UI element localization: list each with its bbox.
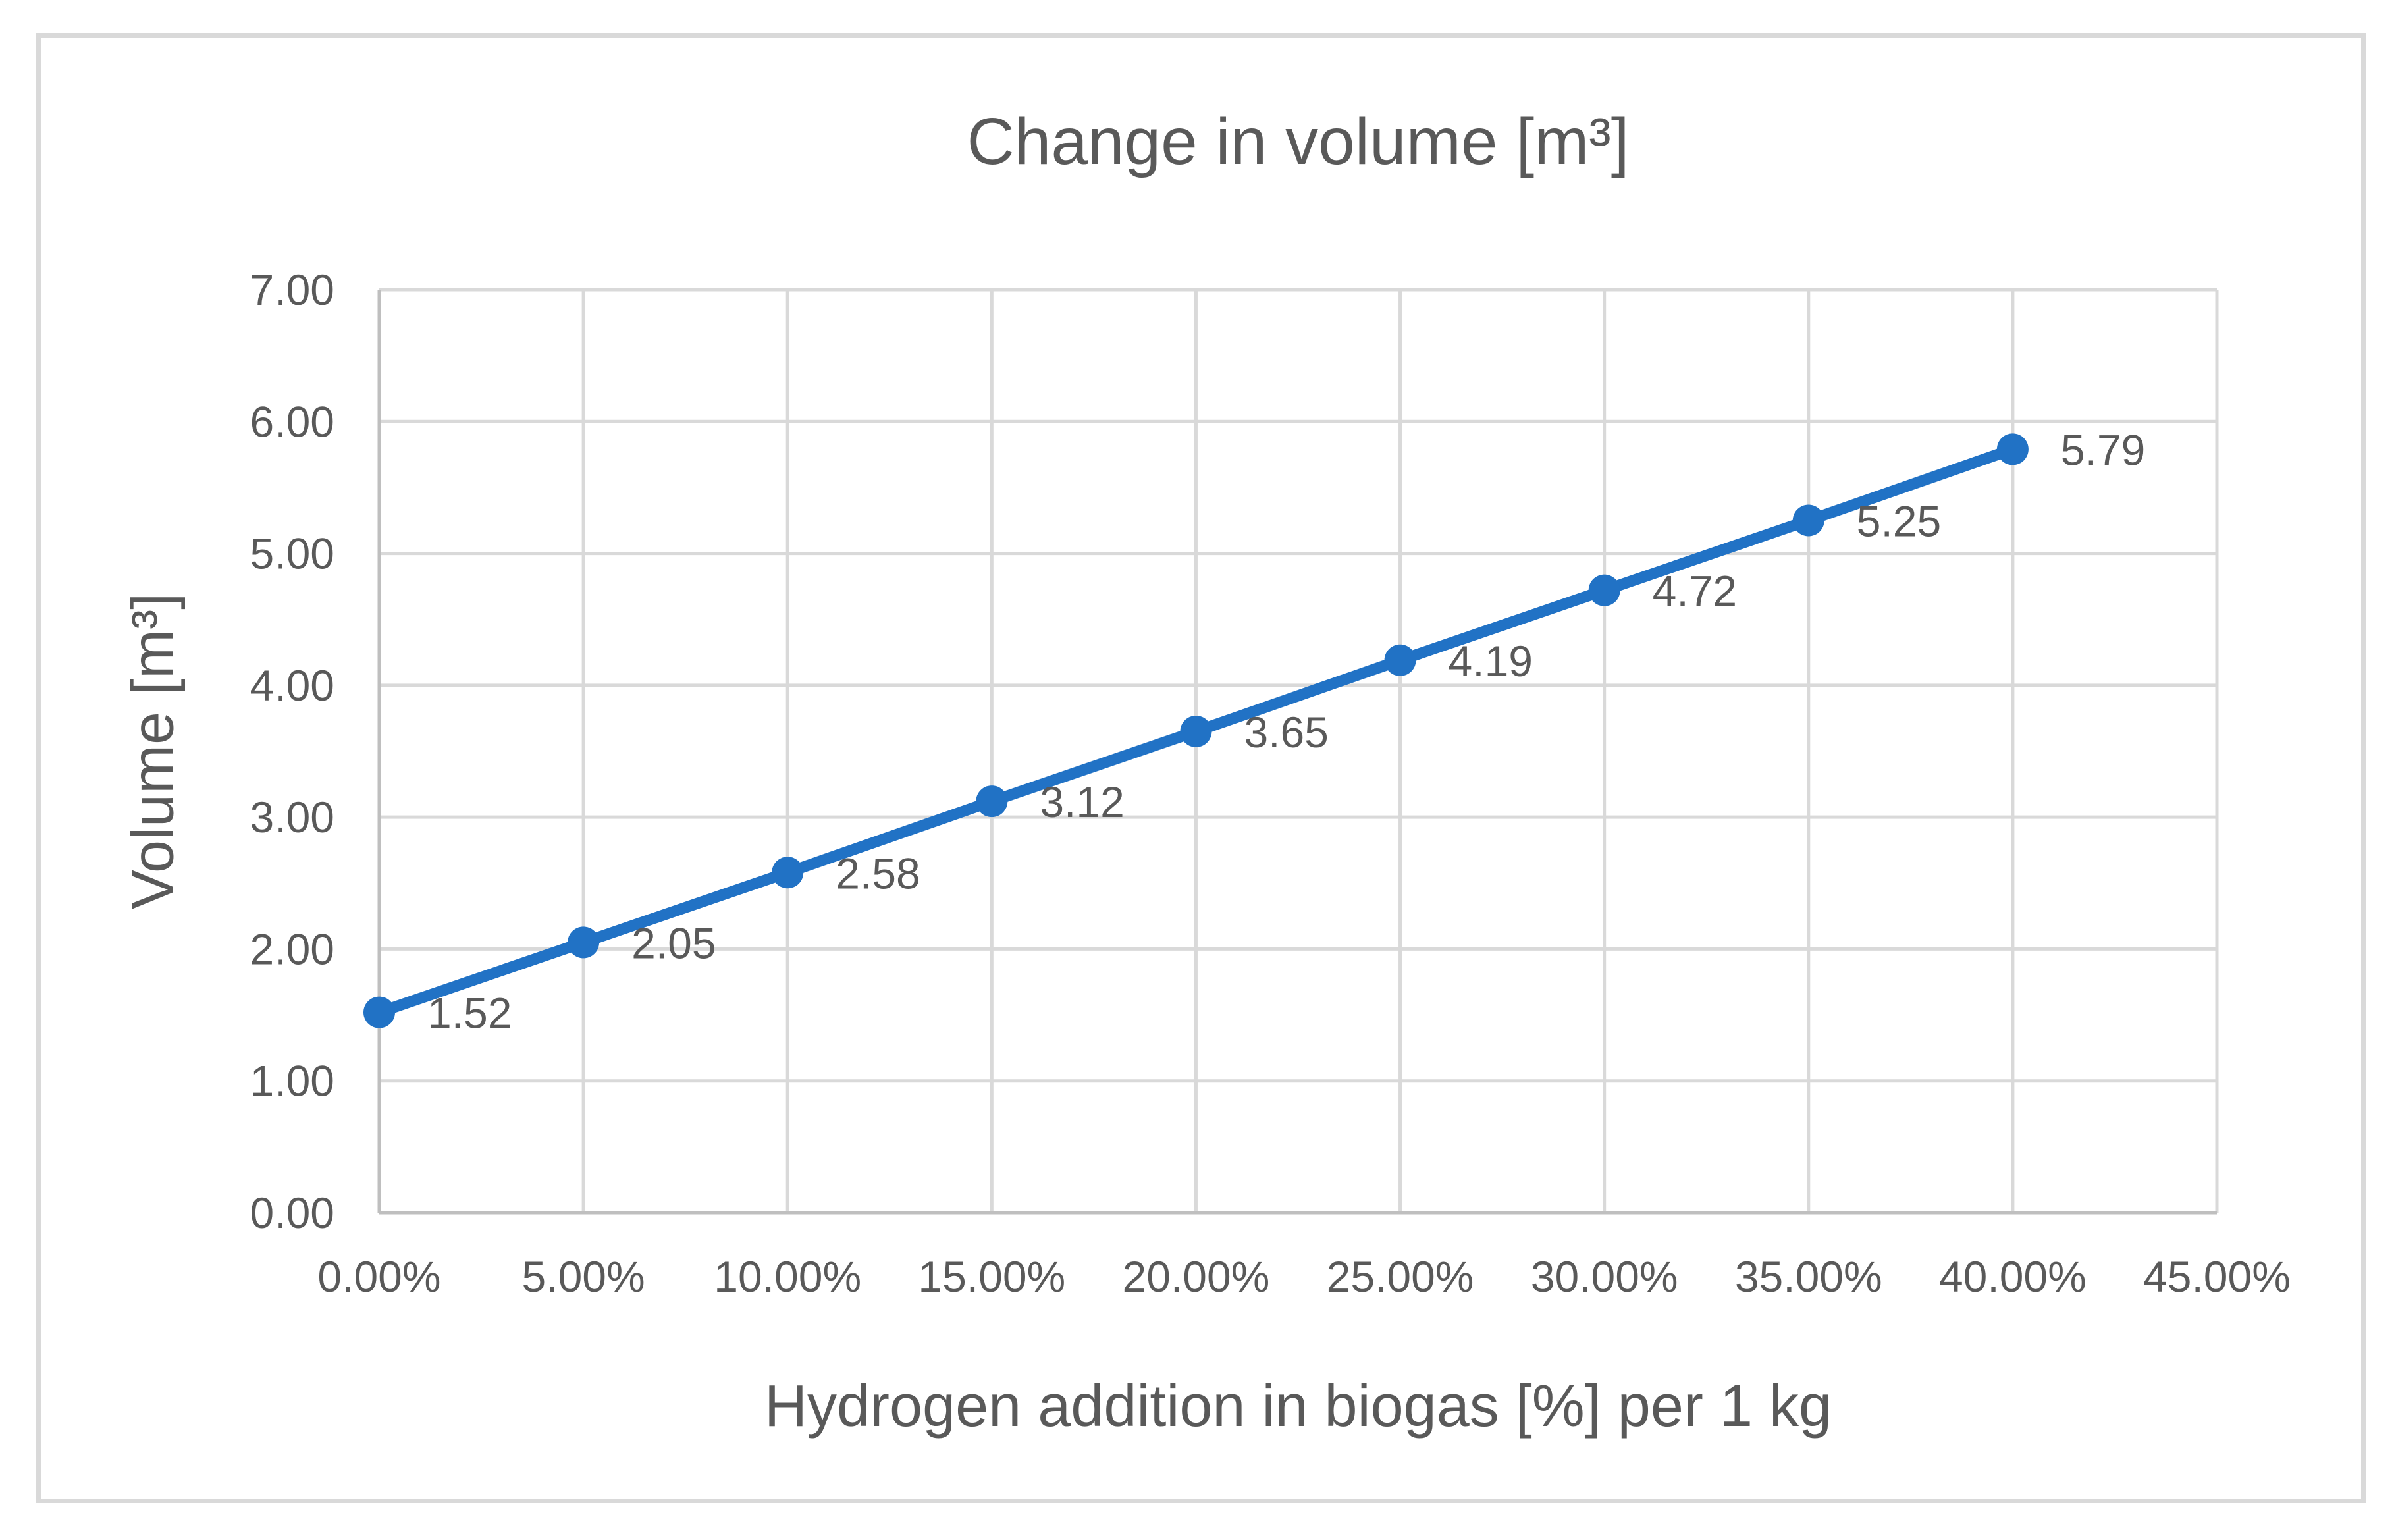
data-point-label: 4.19 <box>1449 637 1533 685</box>
data-point-marker <box>363 996 395 1028</box>
data-point-label: 5.25 <box>1857 497 1941 546</box>
y-tick-label: 7.00 <box>250 265 334 314</box>
data-point-marker <box>1180 715 1212 747</box>
data-point-marker <box>1588 574 1620 606</box>
x-tick-label: 30.00% <box>1531 1252 1678 1301</box>
data-point-label: 3.65 <box>1244 708 1328 757</box>
chart-border <box>36 33 2366 1503</box>
data-point-marker <box>976 785 1008 818</box>
x-tick-label: 20.00% <box>1123 1252 1270 1301</box>
y-tick-label: 5.00 <box>250 529 334 578</box>
y-tick-label: 3.00 <box>250 793 334 841</box>
data-point-marker <box>1792 504 1824 537</box>
data-point-marker <box>1384 644 1416 676</box>
data-point-marker <box>568 926 600 959</box>
data-point-label: 3.12 <box>1040 778 1124 826</box>
y-tick-label: 0.00 <box>250 1188 334 1237</box>
y-tick-label: 1.00 <box>250 1057 334 1105</box>
y-tick-label: 2.00 <box>250 924 334 973</box>
data-point-marker <box>1996 433 2029 465</box>
data-point-marker <box>772 857 804 889</box>
chart-title: Change in volume [m³] <box>967 105 1630 178</box>
x-tick-label: 5.00% <box>522 1252 645 1301</box>
data-point-label: 2.05 <box>631 918 716 967</box>
x-tick-label: 45.00% <box>2143 1252 2291 1301</box>
x-tick-label: 15.00% <box>918 1252 1065 1301</box>
x-tick-label: 10.00% <box>714 1252 861 1301</box>
data-point-label: 4.72 <box>1653 567 1737 616</box>
x-tick-label: 35.00% <box>1735 1252 1882 1301</box>
data-point-label: 2.58 <box>836 849 920 897</box>
x-tick-label: 25.00% <box>1327 1252 1474 1301</box>
y-tick-label: 4.00 <box>250 661 334 710</box>
data-point-label: 5.79 <box>2061 425 2145 474</box>
y-tick-label: 6.00 <box>250 397 334 446</box>
x-tick-label: 40.00% <box>1939 1252 2087 1301</box>
data-point-label: 1.52 <box>427 989 512 1038</box>
x-tick-label: 0.00% <box>317 1252 440 1301</box>
x-axis-title: Hydrogen addition in biogas [%] per 1 kg <box>764 1373 1832 1439</box>
